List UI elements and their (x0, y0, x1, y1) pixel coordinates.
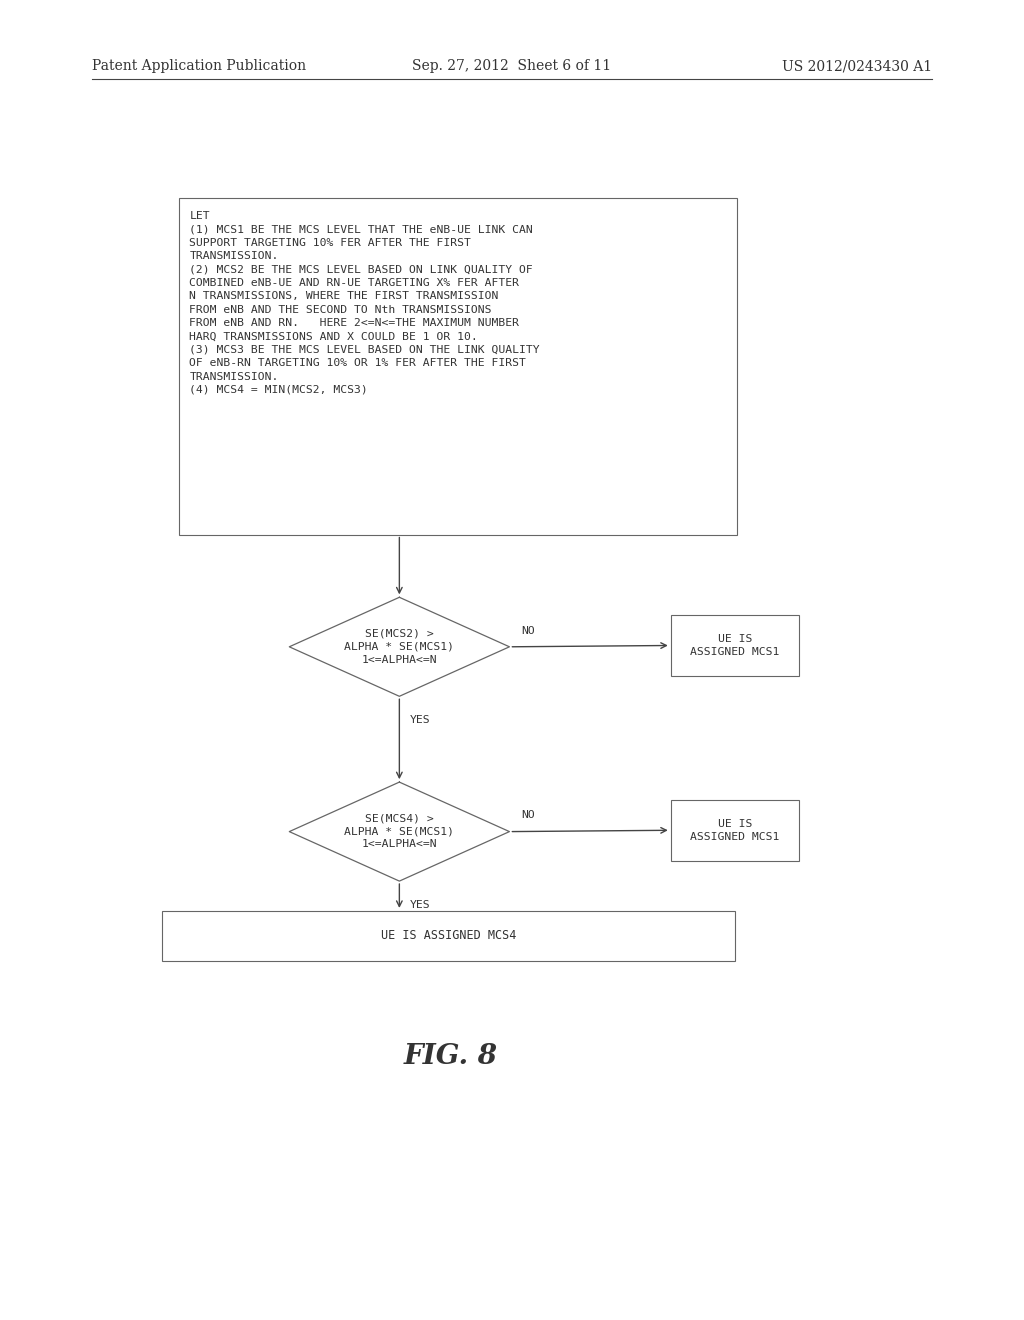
Text: UE IS ASSIGNED MCS4: UE IS ASSIGNED MCS4 (381, 929, 516, 942)
Text: UE IS
ASSIGNED MCS1: UE IS ASSIGNED MCS1 (690, 818, 779, 842)
Bar (671, 615, 799, 676)
Polygon shape (290, 781, 510, 882)
Text: LET
(1) MCS1 BE THE MCS LEVEL THAT THE eNB-UE LINK CAN
SUPPORT TARGETING 10% FER: LET (1) MCS1 BE THE MCS LEVEL THAT THE e… (189, 211, 540, 395)
Text: SE(MCS2) >
ALPHA * SE(MCS1)
1<=ALPHA<=N: SE(MCS2) > ALPHA * SE(MCS1) 1<=ALPHA<=N (344, 630, 455, 664)
Text: YES: YES (410, 714, 430, 725)
Text: NO: NO (521, 626, 536, 636)
Text: US 2012/0243430 A1: US 2012/0243430 A1 (781, 59, 932, 74)
Text: Patent Application Publication: Patent Application Publication (92, 59, 306, 74)
Bar (671, 800, 799, 861)
Text: NO: NO (521, 810, 536, 821)
Polygon shape (290, 597, 510, 697)
Text: YES: YES (410, 899, 430, 909)
Bar (162, 911, 735, 961)
Text: UE IS
ASSIGNED MCS1: UE IS ASSIGNED MCS1 (690, 634, 779, 657)
Text: SE(MCS4) >
ALPHA * SE(MCS1)
1<=ALPHA<=N: SE(MCS4) > ALPHA * SE(MCS1) 1<=ALPHA<=N (344, 814, 455, 849)
Text: FIG. 8: FIG. 8 (403, 1043, 498, 1069)
Bar (179, 198, 737, 535)
Text: Sep. 27, 2012  Sheet 6 of 11: Sep. 27, 2012 Sheet 6 of 11 (413, 59, 611, 74)
